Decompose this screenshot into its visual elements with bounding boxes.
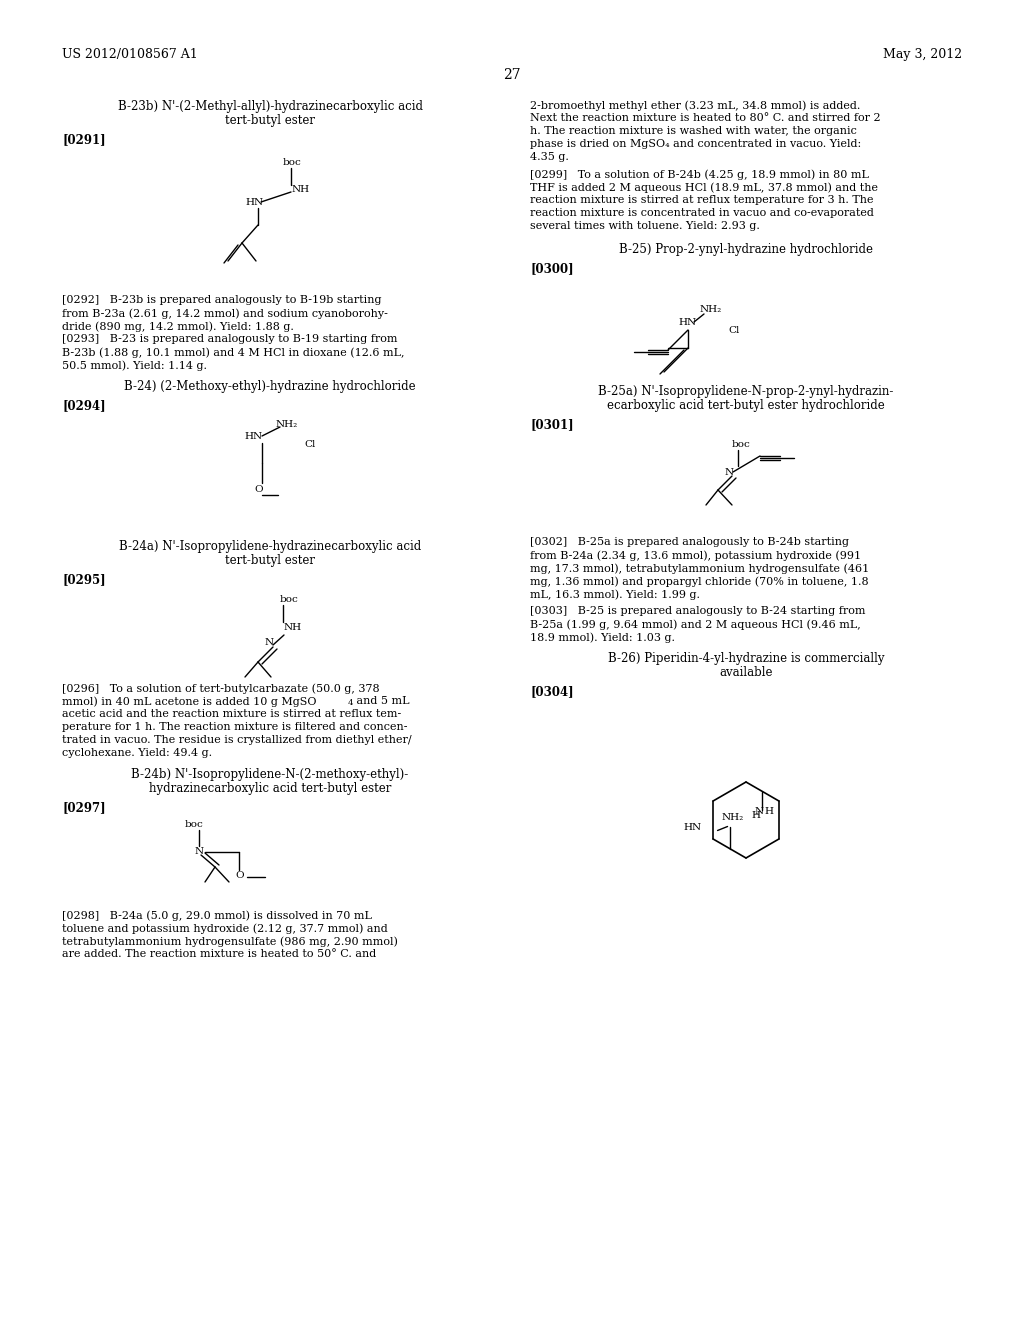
Text: NH: NH [292, 185, 310, 194]
Text: NH₂: NH₂ [700, 305, 722, 314]
Text: B-25a) N'-Isopropylidene-N-prop-2-ynyl-hydrazin-: B-25a) N'-Isopropylidene-N-prop-2-ynyl-h… [598, 385, 894, 399]
Text: reaction mixture is stirred at reflux temperature for 3 h. The: reaction mixture is stirred at reflux te… [530, 195, 873, 205]
Text: available: available [719, 667, 773, 678]
Text: boc: boc [185, 820, 204, 829]
Text: [0299]   To a solution of B-24b (4.25 g, 18.9 mmol) in 80 mL: [0299] To a solution of B-24b (4.25 g, 1… [530, 169, 869, 180]
Text: NH₂: NH₂ [722, 813, 743, 822]
Text: from B-23a (2.61 g, 14.2 mmol) and sodium cyanoborohy-: from B-23a (2.61 g, 14.2 mmol) and sodiu… [62, 308, 388, 318]
Text: N: N [725, 469, 734, 477]
Text: B-24b) N'-Isopropylidene-N-(2-methoxy-ethyl)-: B-24b) N'-Isopropylidene-N-(2-methoxy-et… [131, 768, 409, 781]
Text: B-24a) N'-Isopropylidene-hydrazinecarboxylic acid: B-24a) N'-Isopropylidene-hydrazinecarbox… [119, 540, 421, 553]
Text: O: O [234, 871, 244, 880]
Text: [0300]: [0300] [530, 261, 573, 275]
Text: [0302]   B-25a is prepared analogously to B-24b starting: [0302] B-25a is prepared analogously to … [530, 537, 849, 546]
Text: mmol) in 40 mL acetone is added 10 g MgSO: mmol) in 40 mL acetone is added 10 g MgS… [62, 696, 316, 706]
Text: [0304]: [0304] [530, 685, 573, 698]
Text: HN: HN [244, 432, 262, 441]
Text: B-25) Prop-2-ynyl-hydrazine hydrochloride: B-25) Prop-2-ynyl-hydrazine hydrochlorid… [618, 243, 873, 256]
Text: H: H [765, 807, 773, 816]
Text: N: N [195, 847, 204, 855]
Text: phase is dried on MgSO₄ and concentrated in vacuo. Yield:: phase is dried on MgSO₄ and concentrated… [530, 139, 861, 149]
Text: 50.5 mmol). Yield: 1.14 g.: 50.5 mmol). Yield: 1.14 g. [62, 360, 207, 371]
Text: HN: HN [683, 824, 701, 833]
Text: [0293]   B-23 is prepared analogously to B-19 starting from: [0293] B-23 is prepared analogously to B… [62, 334, 397, 345]
Text: Cl: Cl [304, 440, 315, 449]
Text: N: N [755, 807, 764, 816]
Text: NH: NH [284, 623, 302, 632]
Text: toluene and potassium hydroxide (2.12 g, 37.7 mmol) and: toluene and potassium hydroxide (2.12 g,… [62, 923, 388, 933]
Text: B-26) Piperidin-4-yl-hydrazine is commercially: B-26) Piperidin-4-yl-hydrazine is commer… [608, 652, 885, 665]
Text: 4: 4 [348, 700, 353, 708]
Text: ecarboxylic acid tert-butyl ester hydrochloride: ecarboxylic acid tert-butyl ester hydroc… [607, 399, 885, 412]
Text: 2-bromoethyl methyl ether (3.23 mL, 34.8 mmol) is added.: 2-bromoethyl methyl ether (3.23 mL, 34.8… [530, 100, 860, 111]
Text: [0294]: [0294] [62, 399, 105, 412]
Text: [0296]   To a solution of tert-butylcarbazate (50.0 g, 378: [0296] To a solution of tert-butylcarbaz… [62, 682, 380, 693]
Text: from B-24a (2.34 g, 13.6 mmol), potassium hydroxide (991: from B-24a (2.34 g, 13.6 mmol), potassiu… [530, 550, 861, 561]
Text: May 3, 2012: May 3, 2012 [883, 48, 962, 61]
Text: mL, 16.3 mmol). Yield: 1.99 g.: mL, 16.3 mmol). Yield: 1.99 g. [530, 589, 700, 599]
Text: 27: 27 [503, 69, 521, 82]
Text: HN: HN [678, 318, 696, 327]
Text: NH₂: NH₂ [276, 420, 298, 429]
Text: [0291]: [0291] [62, 133, 105, 147]
Text: B-23b) N'-(2-Methyl-allyl)-hydrazinecarboxylic acid: B-23b) N'-(2-Methyl-allyl)-hydrazinecarb… [118, 100, 423, 114]
Text: h. The reaction mixture is washed with water, the organic: h. The reaction mixture is washed with w… [530, 125, 857, 136]
Text: tetrabutylammonium hydrogensulfate (986 mg, 2.90 mmol): tetrabutylammonium hydrogensulfate (986 … [62, 936, 398, 946]
Text: are added. The reaction mixture is heated to 50° C. and: are added. The reaction mixture is heate… [62, 949, 376, 960]
Text: hydrazinecarboxylic acid tert-butyl ester: hydrazinecarboxylic acid tert-butyl este… [148, 781, 391, 795]
Text: boc: boc [732, 440, 751, 449]
Text: boc: boc [283, 158, 302, 168]
Text: B-24) (2-Methoxy-ethyl)-hydrazine hydrochloride: B-24) (2-Methoxy-ethyl)-hydrazine hydroc… [124, 380, 416, 393]
Text: [0292]   B-23b is prepared analogously to B-19b starting: [0292] B-23b is prepared analogously to … [62, 294, 382, 305]
Text: trated in vacuo. The residue is crystallized from diethyl ether/: trated in vacuo. The residue is crystall… [62, 735, 412, 744]
Text: acetic acid and the reaction mixture is stirred at reflux tem-: acetic acid and the reaction mixture is … [62, 709, 401, 719]
Text: N: N [265, 638, 274, 647]
Text: THF is added 2 M aqueous HCl (18.9 mL, 37.8 mmol) and the: THF is added 2 M aqueous HCl (18.9 mL, 3… [530, 182, 878, 193]
Text: and 5 mL: and 5 mL [353, 696, 410, 706]
Text: H: H [752, 812, 761, 821]
Text: US 2012/0108567 A1: US 2012/0108567 A1 [62, 48, 198, 61]
Text: boc: boc [280, 595, 299, 605]
Text: reaction mixture is concentrated in vacuo and co-evaporated: reaction mixture is concentrated in vacu… [530, 209, 873, 218]
Text: O: O [254, 484, 262, 494]
Text: Next the reaction mixture is heated to 80° C. and stirred for 2: Next the reaction mixture is heated to 8… [530, 114, 881, 123]
Text: [0301]: [0301] [530, 418, 573, 432]
Text: [0298]   B-24a (5.0 g, 29.0 mmol) is dissolved in 70 mL: [0298] B-24a (5.0 g, 29.0 mmol) is disso… [62, 909, 372, 920]
Text: [0303]   B-25 is prepared analogously to B-24 starting from: [0303] B-25 is prepared analogously to B… [530, 606, 865, 616]
Text: perature for 1 h. The reaction mixture is filtered and concen-: perature for 1 h. The reaction mixture i… [62, 722, 408, 733]
Text: mg, 17.3 mmol), tetrabutylammonium hydrogensulfate (461: mg, 17.3 mmol), tetrabutylammonium hydro… [530, 564, 869, 574]
Text: 4.35 g.: 4.35 g. [530, 152, 569, 162]
Text: [0295]: [0295] [62, 573, 105, 586]
Text: 18.9 mmol). Yield: 1.03 g.: 18.9 mmol). Yield: 1.03 g. [530, 632, 675, 643]
Text: B-23b (1.88 g, 10.1 mmol) and 4 M HCl in dioxane (12.6 mL,: B-23b (1.88 g, 10.1 mmol) and 4 M HCl in… [62, 347, 404, 358]
Text: [0297]: [0297] [62, 801, 105, 814]
Text: Cl: Cl [728, 326, 739, 335]
Text: tert-butyl ester: tert-butyl ester [225, 114, 315, 127]
Text: tert-butyl ester: tert-butyl ester [225, 554, 315, 568]
Text: HN: HN [245, 198, 263, 207]
Text: several times with toluene. Yield: 2.93 g.: several times with toluene. Yield: 2.93 … [530, 220, 760, 231]
Text: B-25a (1.99 g, 9.64 mmol) and 2 M aqueous HCl (9.46 mL,: B-25a (1.99 g, 9.64 mmol) and 2 M aqueou… [530, 619, 861, 630]
Text: cyclohexane. Yield: 49.4 g.: cyclohexane. Yield: 49.4 g. [62, 748, 212, 758]
Text: dride (890 mg, 14.2 mmol). Yield: 1.88 g.: dride (890 mg, 14.2 mmol). Yield: 1.88 g… [62, 321, 294, 331]
Text: mg, 1.36 mmol) and propargyl chloride (70% in toluene, 1.8: mg, 1.36 mmol) and propargyl chloride (7… [530, 576, 868, 586]
